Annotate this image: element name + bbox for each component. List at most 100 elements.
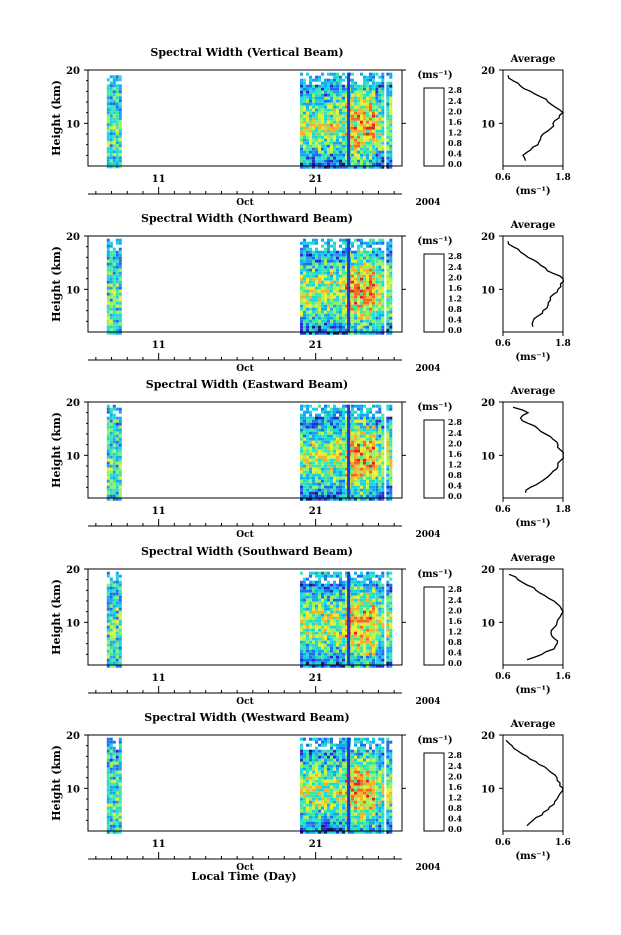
data-block-2	[375, 572, 384, 668]
colorbar-tick-label: 1.6	[448, 283, 462, 293]
month-label: Oct	[236, 697, 254, 707]
colorbar-tick-label: 0.4	[448, 647, 462, 657]
avg-x-label: (ms⁻¹)	[515, 685, 550, 696]
average-profile-line	[508, 75, 563, 160]
data-stripe	[347, 572, 350, 665]
avg-x-label: (ms⁻¹)	[515, 518, 550, 529]
colorbar-tick-label: 0.0	[448, 491, 462, 501]
data-block-0	[107, 75, 122, 168]
colorbar-tick-label: 2.4	[448, 96, 462, 106]
avg-x-tick-label: 1.6	[555, 838, 571, 848]
data-block-3	[386, 73, 392, 169]
year-label: 2004	[415, 697, 440, 707]
colorbar-tick-label: 0.8	[448, 470, 462, 480]
month-label: Oct	[236, 530, 254, 540]
colorbar-tick-label: 2.4	[448, 428, 462, 438]
colorbar-tick-label: 1.6	[448, 449, 462, 459]
day-tick-label: 11	[152, 839, 166, 850]
colorbar-unit: (ms⁻¹)	[417, 735, 452, 746]
avg-x-label: (ms⁻¹)	[515, 851, 550, 862]
colorbar-tick-label: 2.0	[448, 771, 462, 781]
colorbar-tick-label: 0.8	[448, 803, 462, 813]
colorbar-tick-label: 2.4	[448, 262, 462, 272]
y-tick-label: 10	[66, 618, 80, 629]
colorbar-tick-label: 1.2	[448, 127, 462, 137]
colorbar-tick-label: 0.0	[448, 824, 462, 834]
colorbar-tick-label: 0.4	[448, 480, 462, 490]
avg-x-tick-label: 1.8	[555, 505, 571, 515]
data-block-3	[386, 239, 392, 335]
y-axis-label: Height (km)	[50, 579, 63, 655]
panel-title: Spectral Width (Eastward Beam)	[146, 378, 348, 391]
average-profile-line	[509, 574, 563, 659]
y-tick-label: 20	[66, 565, 80, 576]
colorbar-tick-label: 1.6	[448, 616, 462, 626]
colorbar-tick-label: 2.8	[448, 251, 462, 261]
day-tick-label: 11	[152, 673, 166, 684]
average-title: Average	[510, 54, 556, 65]
data-stripe	[347, 73, 350, 166]
colorbar-tick-label: 2.4	[448, 761, 462, 771]
average-frame	[503, 402, 563, 498]
colorbar-tick-label: 1.6	[448, 782, 462, 792]
y-axis-label: Height (km)	[50, 246, 63, 322]
average-panel	[499, 569, 563, 669]
average-panel	[499, 70, 563, 170]
month-label: Oct	[236, 198, 254, 208]
average-profile-line	[508, 241, 563, 326]
colorbar-tick-label: 2.8	[448, 750, 462, 760]
average-profile-line	[506, 740, 563, 825]
avg-x-label: (ms⁻¹)	[515, 186, 550, 197]
day-tick-label: 21	[309, 839, 323, 850]
data-block-1	[300, 738, 375, 834]
colorbar-tick-label: 1.2	[448, 792, 462, 802]
x-axis-label: Local Time (Day)	[191, 870, 296, 883]
data-block-3	[386, 572, 392, 668]
data-block-1	[300, 239, 375, 335]
avg-y-tick-label: 20	[481, 66, 495, 77]
avg-x-tick-label: 1.8	[555, 339, 571, 349]
avg-x-tick-label: 0.6	[495, 672, 511, 682]
day-tick-label: 21	[309, 174, 323, 185]
colorbar-frame	[424, 587, 444, 665]
data-block-0	[107, 239, 122, 335]
data-block-3	[386, 405, 392, 501]
colorbar-tick-label: 0.0	[448, 159, 462, 169]
avg-x-tick-label: 0.6	[495, 173, 511, 183]
day-tick-label: 11	[152, 506, 166, 517]
colorbar-tick-label: 0.8	[448, 304, 462, 314]
colorbar-tick-label: 1.2	[448, 459, 462, 469]
data-stripe	[347, 405, 350, 498]
colorbar-frame	[424, 88, 444, 166]
data-block-3	[386, 738, 392, 834]
avg-x-tick-label: 0.6	[495, 505, 511, 515]
average-frame	[503, 569, 563, 665]
y-tick-label: 10	[66, 119, 80, 130]
colorbar-tick-label: 2.0	[448, 605, 462, 615]
colorbar-unit: (ms⁻¹)	[417, 236, 452, 247]
day-tick-label: 11	[152, 340, 166, 351]
day-tick-label: 11	[152, 174, 166, 185]
avg-y-tick-label: 10	[481, 451, 495, 462]
colorbar-tick-label: 0.4	[448, 148, 462, 158]
panel-title: Spectral Width (Southward Beam)	[141, 545, 353, 558]
colorbar-tick-label: 1.2	[448, 293, 462, 303]
month-label: Oct	[236, 364, 254, 374]
data-block-0	[107, 405, 122, 501]
y-tick-label: 10	[66, 285, 80, 296]
average-title: Average	[510, 553, 556, 564]
colorbar-frame	[424, 420, 444, 498]
avg-x-tick-label: 1.8	[555, 173, 571, 183]
day-tick-label: 21	[309, 340, 323, 351]
avg-y-tick-label: 10	[481, 618, 495, 629]
data-block-2	[375, 405, 384, 501]
y-tick-label: 20	[66, 731, 80, 742]
colorbar-tick-label: 2.8	[448, 417, 462, 427]
y-tick-label: 20	[66, 398, 80, 409]
data-block-2	[375, 239, 384, 335]
day-tick-label: 21	[309, 673, 323, 684]
colorbar-tick-label: 1.6	[448, 117, 462, 127]
colorbar-tick-label: 2.8	[448, 85, 462, 95]
colorbar-unit: (ms⁻¹)	[417, 569, 452, 580]
